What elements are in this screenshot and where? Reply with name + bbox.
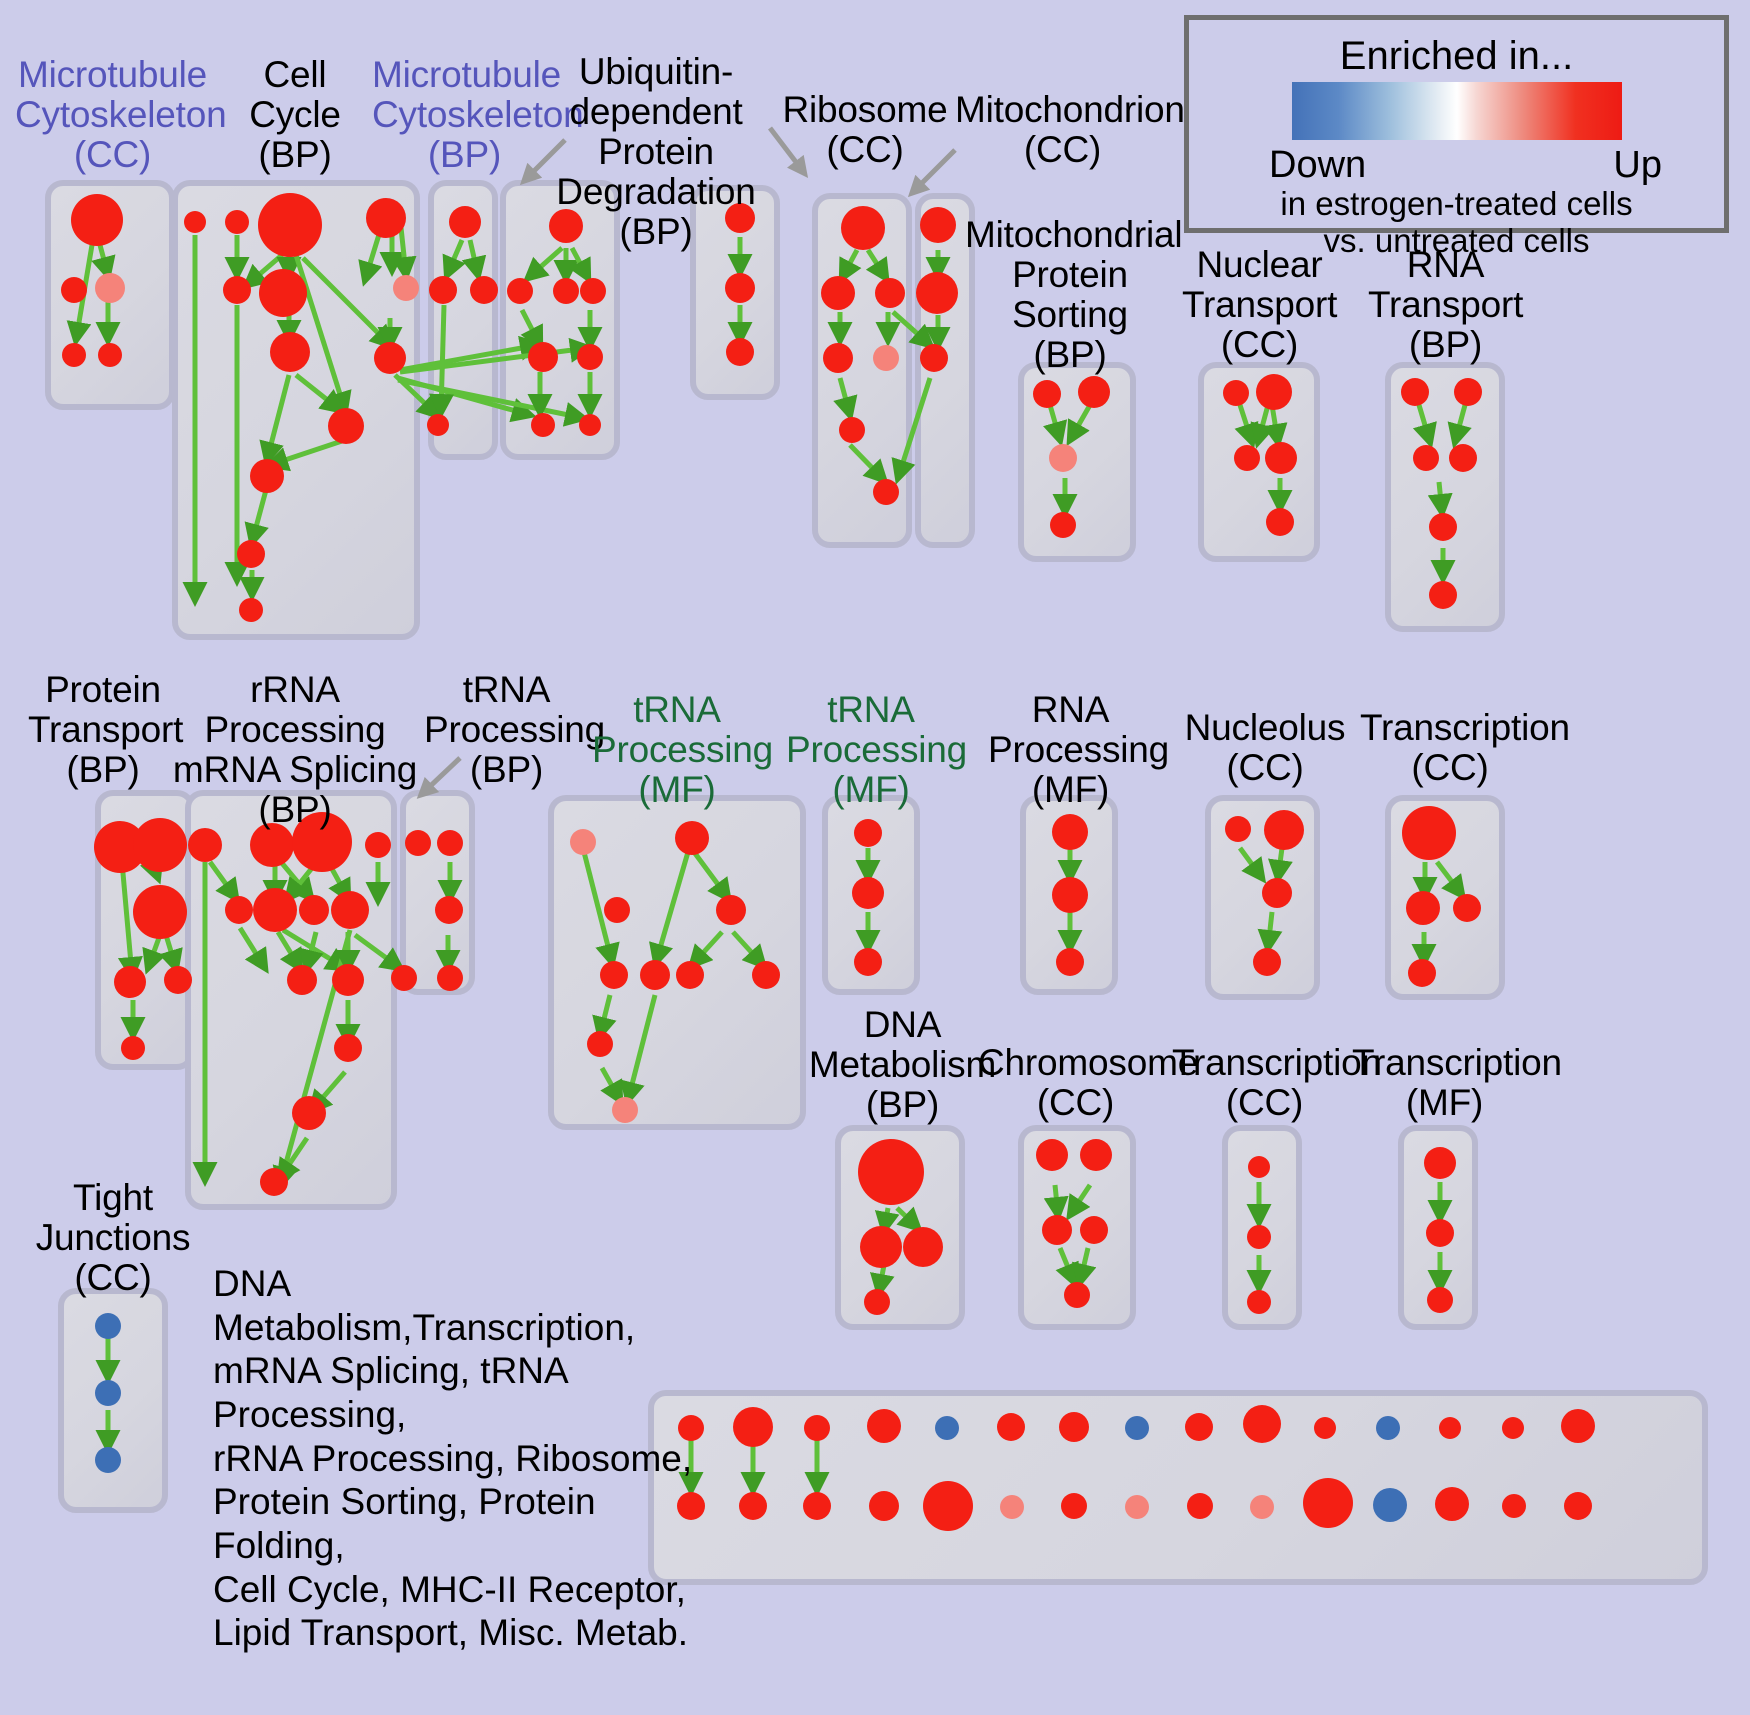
cluster-panel-rrna-mrna-splicing-bp: [185, 790, 397, 1210]
cluster-label-rrna-mrna-splicing-bp: rRNA Processing mRNA Splicing (BP): [172, 669, 418, 830]
misc-cluster-terms-text: DNA Metabolism,Transcription, mRNA Splic…: [213, 1263, 693, 1654]
cluster-label-trna-processing-mf-2: tRNA Processing (MF): [786, 689, 968, 810]
legend-title: Enriched in...: [1339, 34, 1574, 78]
legend-up-label: Up: [1613, 144, 1662, 186]
cluster-panel-misc: [648, 1390, 1708, 1585]
cluster-label-cell-cycle-bp: Cell Cycle (BP): [249, 54, 341, 175]
cluster-panel-tight-junctions-cc: [58, 1288, 168, 1513]
cluster-panel-chromosome-cc: [1018, 1125, 1136, 1330]
cluster-panel-protein-transport-bp: [95, 790, 195, 1070]
cluster-panel-nucleolus-cc: [1205, 795, 1320, 1000]
cluster-label-transcription-cc-bottom: Transcription (CC): [1172, 1042, 1382, 1123]
legend-down-label: Down: [1269, 144, 1367, 186]
cluster-label-dna-metabolism-bp: DNA Metabolism (BP): [808, 1004, 997, 1125]
cluster-label-microtubule-cytoskeleton-cc: Microtubule Cytoskeleton (CC): [15, 54, 227, 175]
cluster-panel-microtubule-cytoskeleton-cc: [45, 180, 175, 410]
cluster-label-tight-junctions-cc: Tight Junctions (CC): [35, 1177, 191, 1298]
cluster-panel-rna-processing-mf: [1020, 795, 1118, 995]
cluster-panel-nuclear-transport-cc: [1198, 362, 1320, 562]
cluster-label-mitochondrion-cc: Mitochondrion (CC): [955, 89, 1185, 170]
cluster-panel-dna-metabolism-bp: [835, 1125, 965, 1330]
legend-footer: in estrogen-treated cells vs. untreated …: [1280, 185, 1633, 259]
cluster-panel-transcription-cc-bottom: [1222, 1125, 1302, 1330]
cluster-label-ubiquitin-degradation-bp: Ubiquitin- dependent Protein Degradation…: [556, 51, 756, 252]
cluster-label-ribosome-cc: Ribosome (CC): [782, 89, 948, 170]
cluster-label-rna-transport-bp: RNA Transport (BP): [1368, 244, 1524, 365]
cluster-panel-transcription-mf: [1398, 1125, 1478, 1330]
cluster-panel-rna-transport-bp: [1385, 362, 1505, 632]
cluster-panel-trna-processing-mf-2: [822, 795, 920, 995]
cluster-panel-cell-cycle-bp: [172, 180, 420, 640]
cluster-label-protein-transport-bp: Protein Transport (BP): [28, 669, 184, 790]
cluster-panel-transcription-cc-top: [1385, 795, 1505, 1000]
cluster-label-transcription-cc-top: Transcription (CC): [1360, 707, 1570, 788]
cluster-panel-microtubule-cytoskeleton-bp: [428, 180, 498, 460]
cluster-label-nucleolus-cc: Nucleolus (CC): [1184, 707, 1346, 788]
cluster-label-transcription-mf: Transcription (MF): [1352, 1042, 1562, 1123]
cluster-label-trna-processing-bp: tRNA Processing (BP): [424, 669, 606, 790]
cluster-label-trna-processing-mf-1: tRNA Processing (MF): [592, 689, 774, 810]
cluster-label-chromosome-cc: Chromosome (CC): [978, 1042, 1199, 1123]
cluster-label-nuclear-transport-cc: Nuclear Transport (CC): [1182, 244, 1338, 365]
cluster-panel-mitochondrial-protein-sorting-bp: [1018, 362, 1136, 562]
cluster-panel-trna-processing-mf-1: [548, 795, 806, 1130]
cluster-label-microtubule-cytoskeleton-bp: Microtubule Cytoskeleton (BP): [372, 54, 584, 175]
cluster-label-rna-processing-mf: RNA Processing (MF): [988, 689, 1170, 810]
cluster-panel-ribosome-cc: [812, 193, 912, 548]
legend-panel: Enriched in... Down Up in estrogen-treat…: [1184, 15, 1729, 259]
legend-color-gradient: [1292, 82, 1622, 140]
cluster-label-mitochondrial-protein-sorting-bp: Mitochondrial Protein Sorting (BP): [965, 214, 1183, 375]
